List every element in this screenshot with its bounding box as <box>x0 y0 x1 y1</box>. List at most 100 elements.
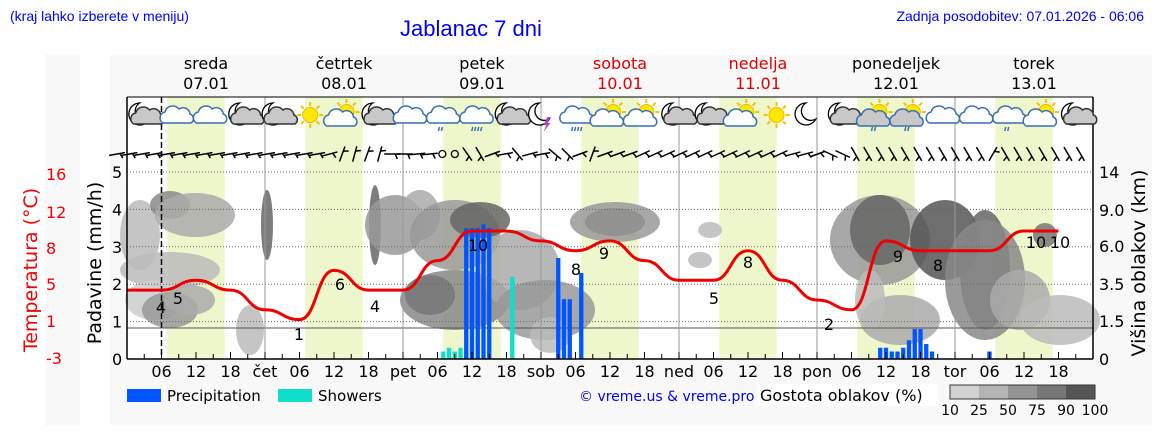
sun-disc <box>302 107 319 123</box>
wind-barb-icon <box>950 146 961 162</box>
wind-barb-icon <box>685 149 701 159</box>
wind-barb-icon <box>246 151 263 159</box>
barb-flag <box>269 153 274 159</box>
barb-flag <box>1078 156 1083 162</box>
showers-bar <box>458 347 463 359</box>
barb-flag <box>669 152 675 157</box>
barb-shaft <box>835 149 851 159</box>
sun-ray <box>766 105 771 110</box>
cloud-blob <box>570 202 660 242</box>
barb-shaft <box>809 150 826 158</box>
barb-shaft <box>913 146 923 162</box>
barb-shaft <box>309 151 326 157</box>
precipitation-bar <box>924 344 929 359</box>
sun-ray <box>766 120 771 125</box>
barb-shaft <box>963 146 973 162</box>
precipitation-bar <box>487 228 492 359</box>
wind-barb-icon <box>722 149 738 159</box>
raindrop <box>477 126 480 132</box>
moon-cloud-icon <box>128 102 165 126</box>
temperature-label: 5 <box>709 289 719 308</box>
precipitation-bar <box>878 347 883 359</box>
barb-shaft <box>685 149 701 159</box>
cloud-shape <box>1022 108 1058 127</box>
sun-icon <box>297 102 324 128</box>
temperature-label: 9 <box>893 247 903 266</box>
density-swatch <box>1066 385 1095 399</box>
barb-flag <box>419 153 424 159</box>
precipitation-bar <box>901 347 906 359</box>
cloud-blob <box>261 190 273 260</box>
wind-barb-icon <box>634 149 651 159</box>
raindrop <box>471 126 474 132</box>
wind-barb-icon <box>196 151 213 159</box>
barb-flag <box>206 153 212 159</box>
day-date: 07.01 <box>183 74 229 93</box>
wind-barb-icon <box>735 149 751 159</box>
barb-flag <box>156 153 161 159</box>
barb-shaft <box>462 147 473 161</box>
barb-shaft <box>496 151 513 157</box>
barb-shaft <box>988 146 998 162</box>
barb-shaft <box>338 146 346 162</box>
precip-tick-label: 3 <box>112 238 122 257</box>
sun-ray <box>300 105 305 110</box>
barb-flag <box>294 153 299 159</box>
cloud-shape <box>889 108 924 127</box>
barb-shaft <box>221 151 238 157</box>
raindrop <box>579 126 583 132</box>
barb-shaft <box>659 149 676 159</box>
density-swatch <box>1008 385 1037 399</box>
barb-flag <box>915 156 920 162</box>
barb-shaft <box>760 149 776 159</box>
wind-barb-icon <box>809 150 826 158</box>
wind-barb-icon <box>822 149 838 161</box>
raindrop <box>474 126 477 132</box>
wind-barb-icon <box>171 151 188 159</box>
barb-shaft <box>296 151 313 157</box>
barb-shaft <box>209 151 226 157</box>
barb-flag <box>181 153 186 159</box>
barb-flag <box>219 153 224 159</box>
wind-barb-icon <box>462 147 473 162</box>
barb-flag <box>794 152 800 158</box>
barb-shaft <box>234 151 251 157</box>
last-updated: Zadnja posodobitev: 07.01.2026 - 06:06 <box>896 8 1144 24</box>
barb-shaft <box>797 151 814 157</box>
barb-flag <box>852 156 858 162</box>
barb-shaft <box>722 149 738 159</box>
wind-barb-icon <box>450 149 459 159</box>
copyright-link[interactable]: © vreme.us & vreme.pro <box>579 389 754 405</box>
barb-shaft <box>259 151 276 157</box>
day-date: 12.01 <box>873 74 919 93</box>
wind-barb-icon <box>1063 146 1073 162</box>
x-tick-label: pon <box>802 362 832 381</box>
barb-shaft <box>597 150 613 158</box>
wind-barb-icon <box>659 149 676 159</box>
raindrop <box>873 126 877 132</box>
sun-ray <box>618 102 623 107</box>
barb-shaft <box>622 150 638 158</box>
precip-tick-label: 5 <box>112 163 122 182</box>
precipitation-bar <box>475 228 480 359</box>
barb-shaft <box>561 147 574 161</box>
sun-ray <box>336 102 341 107</box>
moon-shape <box>794 102 818 126</box>
barb-flag <box>532 152 537 158</box>
barb-shaft <box>421 152 438 156</box>
cloud-shape <box>322 108 358 127</box>
wind-barb-icon <box>159 151 176 159</box>
wind-barb-icon <box>234 151 251 159</box>
density-tick-label: 90 <box>1057 403 1075 419</box>
sun-ray <box>1051 102 1056 107</box>
wind-barb-icon <box>534 151 551 159</box>
raindrop <box>437 126 441 132</box>
barb-flag <box>1053 156 1058 162</box>
precipitation-bar <box>895 351 900 359</box>
barb-flag <box>865 156 870 162</box>
precipitation-bar <box>918 329 923 359</box>
sun-disc <box>768 107 785 123</box>
wind-barb-icon <box>351 146 361 162</box>
barb-flag <box>566 155 571 162</box>
calm-circle <box>438 149 447 159</box>
